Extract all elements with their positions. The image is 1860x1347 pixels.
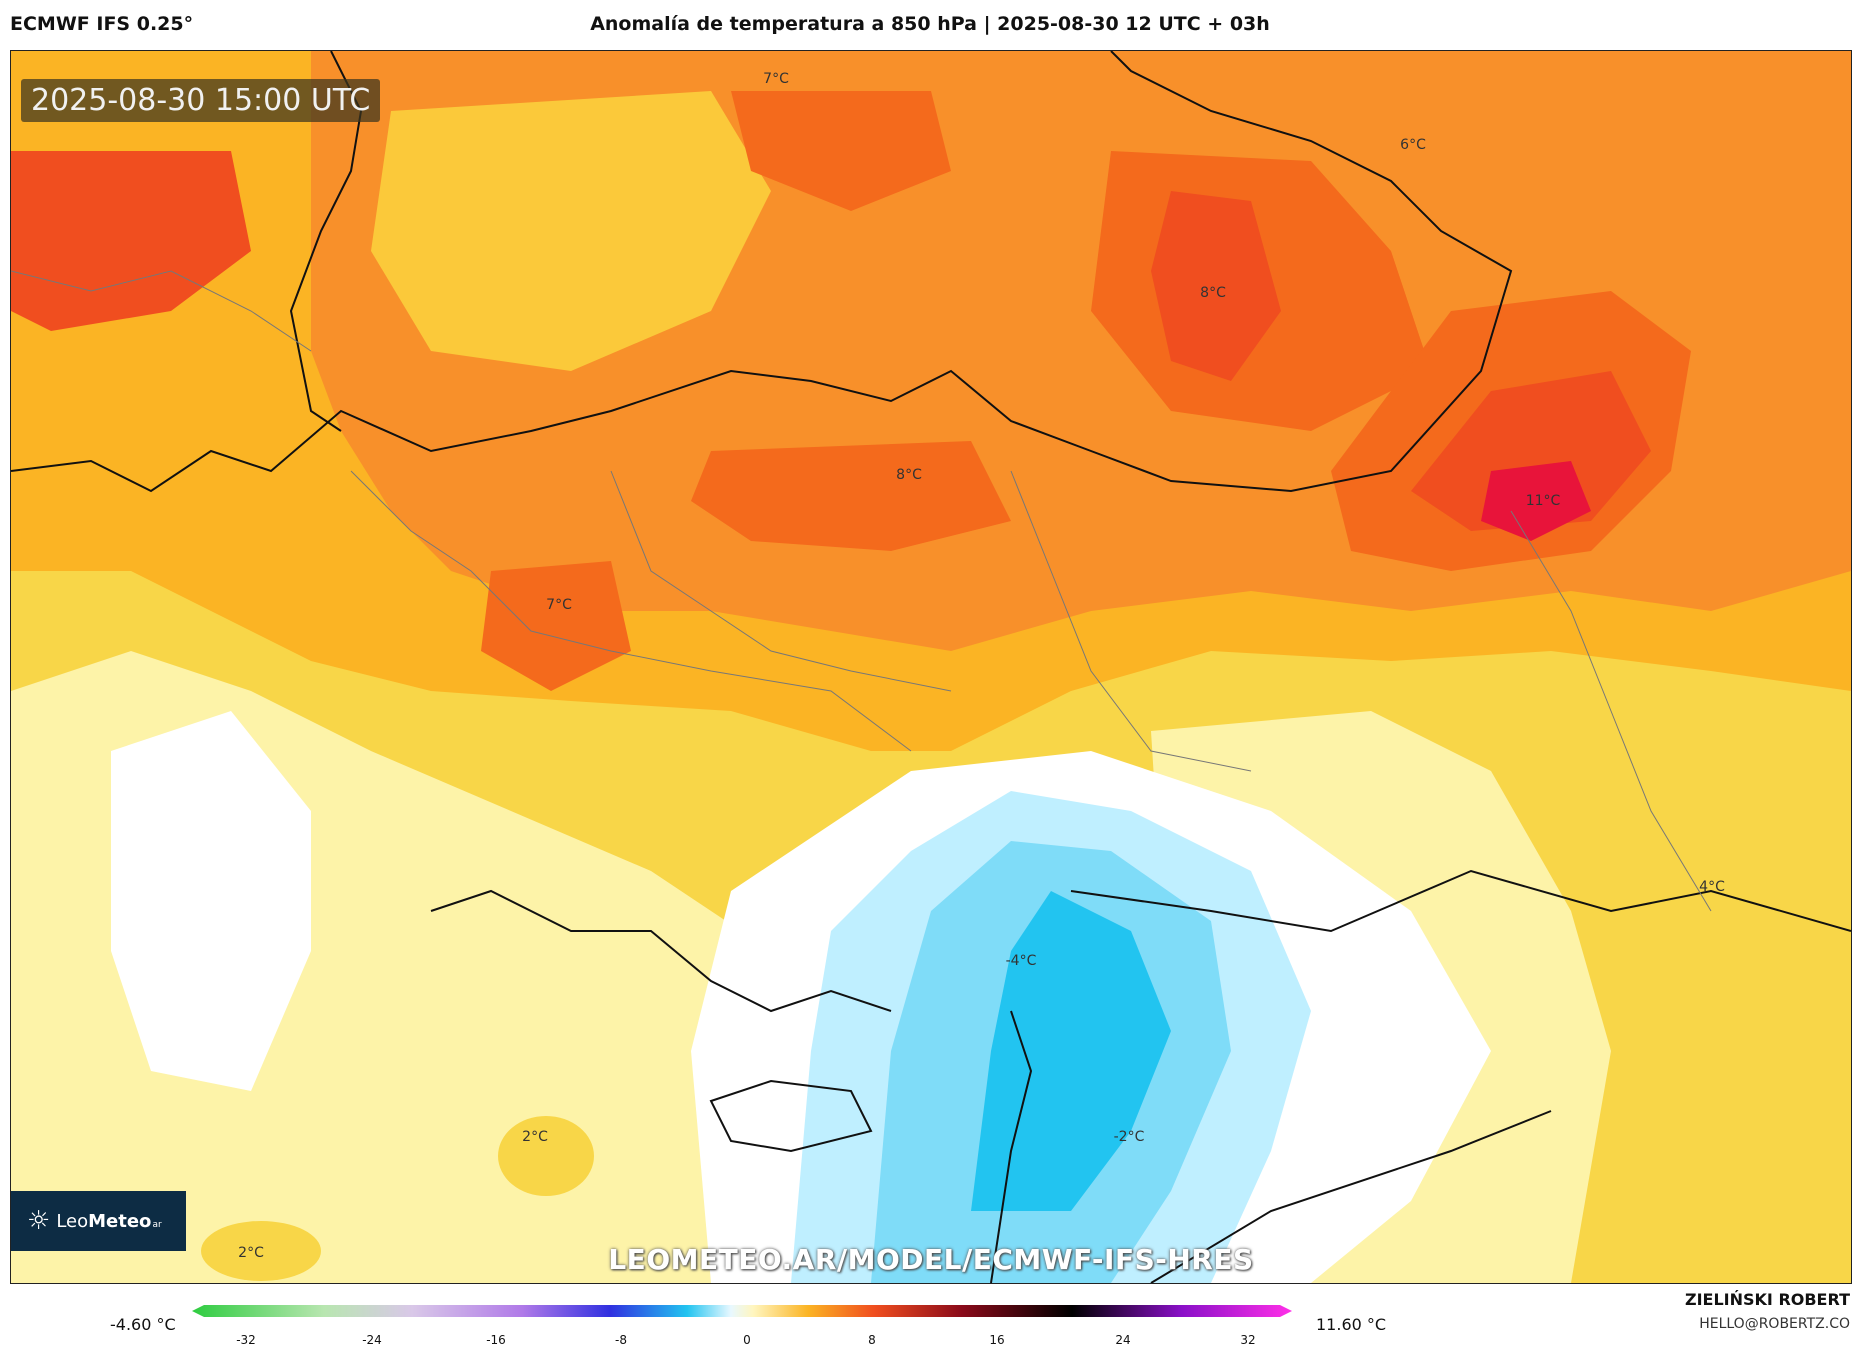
field-deep-red-east <box>1481 461 1591 541</box>
legend-tick: 0 <box>743 1333 751 1347</box>
logo-text: LeoMeteoar <box>56 1210 162 1232</box>
sun-icon: ☼ <box>27 1206 51 1236</box>
legend-max-label: 11.60 °C <box>1316 1315 1387 1334</box>
legend-tick: 8 <box>868 1333 876 1347</box>
legend-tick: -24 <box>362 1333 382 1347</box>
field-orange-red-anatolia <box>691 441 1011 551</box>
contour-label-8-caucasus: 8°C <box>1200 285 1226 301</box>
leometeo-logo: ☼ LeoMeteoar <box>11 1191 186 1251</box>
contour-label-7-north: 7°C <box>763 71 789 87</box>
author-name: ZIELIŃSKI ROBERT <box>1684 1290 1850 1309</box>
contour-label-2-southwest: 2°C <box>238 1245 264 1261</box>
legend-tick: -8 <box>615 1333 627 1347</box>
map-fields <box>11 51 1851 1283</box>
coastlines <box>11 51 1851 1283</box>
legend-tick: 24 <box>1115 1333 1131 1347</box>
admin-borders <box>11 270 1712 912</box>
contour-label-neg4: -4°C <box>1005 953 1037 969</box>
field-orange-red-west <box>481 561 631 691</box>
field-yellow-sea <box>371 91 771 371</box>
color-legend: -4.60 °C 11.60 °C -32 -24 -16 <box>0 1290 1860 1347</box>
valid-time-stamp: 2025-08-30 15:00 UTC <box>21 79 381 122</box>
legend-tick: -32 <box>236 1333 256 1347</box>
author-email[interactable]: HELLO@ROBERTZ.CO <box>1699 1316 1850 1332</box>
field-white-aegean <box>111 711 311 1091</box>
legend-colorbar <box>192 1305 1292 1317</box>
contour-label-neg2: -2°C <box>1113 1129 1145 1145</box>
legend-tick: 16 <box>989 1333 1005 1347</box>
field-red-east <box>1411 371 1651 531</box>
anomaly-map[interactable]: 2025-08-30 15:00 UTC 7°C 6°C 8°C 8°C 11°… <box>10 50 1852 1284</box>
field-yellow-blob-1 <box>498 1116 594 1196</box>
legend-tick: 32 <box>1240 1333 1256 1347</box>
field-red-caucasus <box>1151 191 1281 381</box>
contour-label-4: 4°C <box>1699 879 1725 895</box>
contour-label-7-west: 7°C <box>546 597 572 613</box>
contour-label-8-anatolia: 8°C <box>896 467 922 483</box>
contour-label-11: 11°C <box>1525 493 1561 509</box>
field-yellow-blob-2 <box>201 1221 321 1281</box>
website-watermark: LEOMETEO.AR/MODEL/ECMWF-IFS-HRES <box>608 1243 1254 1276</box>
model-name: ECMWF IFS 0.25° <box>10 13 194 35</box>
legend-tick: -16 <box>486 1333 506 1347</box>
field-orange-red-north <box>731 91 951 211</box>
legend-min-label: -4.60 °C <box>110 1315 176 1334</box>
chart-title: Anomalía de temperatura a 850 hPa | 2025… <box>590 13 1270 35</box>
contour-label-2-south: 2°C <box>522 1129 548 1145</box>
contour-label-6: 6°C <box>1400 137 1426 153</box>
field-blue <box>971 891 1171 1211</box>
